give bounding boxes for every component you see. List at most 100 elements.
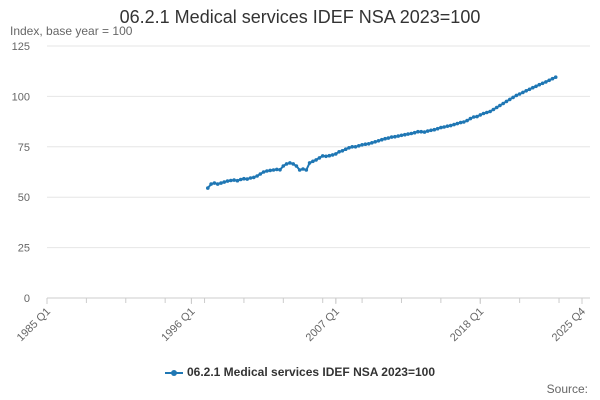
data-point[interactable] [291,162,296,166]
data-point[interactable] [419,129,424,134]
series-line[interactable] [207,76,557,189]
data-point[interactable] [468,116,473,121]
data-point[interactable] [462,120,466,124]
data-point[interactable] [452,122,456,127]
data-point[interactable] [389,135,394,139]
data-point[interactable] [403,132,407,137]
data-point[interactable] [225,179,230,183]
data-point[interactable] [232,178,236,182]
data-point[interactable] [465,118,469,123]
data-point[interactable] [275,167,279,172]
data-point[interactable] [360,143,364,147]
data-point[interactable] [422,130,427,134]
data-point[interactable] [229,178,233,183]
data-point[interactable] [330,153,335,157]
data-point[interactable] [416,129,420,134]
data-point[interactable] [521,90,525,95]
data-point[interactable] [380,137,384,142]
data-point[interactable] [252,175,256,180]
data-point[interactable] [317,156,322,160]
data-point[interactable] [471,115,476,119]
data-point[interactable] [248,176,253,180]
data-point[interactable] [455,121,460,126]
data-point[interactable] [324,154,328,159]
data-point[interactable] [527,87,532,92]
data-point[interactable] [550,76,555,81]
data-point[interactable] [245,177,249,181]
data-point[interactable] [517,92,522,96]
data-point[interactable] [508,97,512,102]
data-point[interactable] [488,109,492,114]
data-point[interactable] [307,161,312,165]
data-point[interactable] [242,176,246,181]
legend[interactable]: 06.2.1 Medical services IDEF NSA 2023=10… [0,365,600,379]
data-point[interactable] [553,75,558,79]
data-point[interactable] [265,169,269,173]
data-point[interactable] [406,132,410,136]
data-point[interactable] [347,146,351,150]
data-point[interactable] [212,181,217,185]
data-point[interactable] [222,180,226,184]
data-point[interactable] [268,168,273,173]
data-point[interactable] [475,114,479,119]
data-point[interactable] [498,103,502,108]
data-point[interactable] [399,133,404,138]
data-point[interactable] [514,93,519,98]
data-point[interactable] [314,158,318,162]
data-point[interactable] [432,127,437,132]
data-point[interactable] [370,141,374,145]
data-point[interactable] [340,149,345,153]
data-point[interactable] [376,139,381,143]
data-point[interactable] [481,111,486,116]
data-point[interactable] [393,134,397,139]
data-point[interactable] [334,152,338,156]
data-point[interactable] [442,125,446,129]
data-point[interactable] [337,150,341,154]
data-point[interactable] [353,145,358,149]
data-point[interactable] [458,120,463,125]
data-point[interactable] [320,154,325,158]
data-point[interactable] [537,82,542,87]
data-point[interactable] [215,182,220,186]
data-point[interactable] [501,101,506,106]
data-point[interactable] [373,140,378,144]
data-point[interactable] [206,186,210,190]
data-point[interactable] [547,78,551,83]
data-point[interactable] [297,168,302,172]
data-point[interactable] [425,129,430,133]
data-point[interactable] [284,162,289,166]
data-point[interactable] [504,99,509,104]
data-point[interactable] [343,147,348,151]
data-point[interactable] [278,168,282,172]
data-point[interactable] [485,110,489,115]
data-point[interactable] [531,85,535,90]
data-point[interactable] [304,168,309,172]
data-point[interactable] [445,124,450,128]
data-point[interactable] [350,145,355,149]
data-point[interactable] [396,134,401,138]
data-point[interactable] [238,177,243,182]
data-point[interactable] [255,174,259,178]
data-point[interactable] [366,142,371,146]
data-point[interactable] [311,159,315,164]
data-point[interactable] [288,161,292,165]
data-point[interactable] [412,130,417,135]
data-point[interactable] [219,181,223,185]
data-point[interactable] [235,178,240,183]
data-point[interactable] [209,182,213,186]
data-point[interactable] [258,172,263,176]
data-point[interactable] [435,126,440,131]
data-point[interactable] [534,84,538,89]
data-point[interactable] [301,167,305,171]
data-point[interactable] [540,81,545,86]
data-point[interactable] [448,123,453,128]
data-point[interactable] [544,80,548,84]
data-point[interactable] [491,107,496,112]
data-point[interactable] [478,113,483,117]
data-point[interactable] [363,142,368,146]
data-point[interactable] [429,128,433,133]
data-point[interactable] [511,95,515,100]
data-point[interactable] [409,131,414,136]
data-point[interactable] [386,136,391,140]
data-point[interactable] [439,125,443,130]
